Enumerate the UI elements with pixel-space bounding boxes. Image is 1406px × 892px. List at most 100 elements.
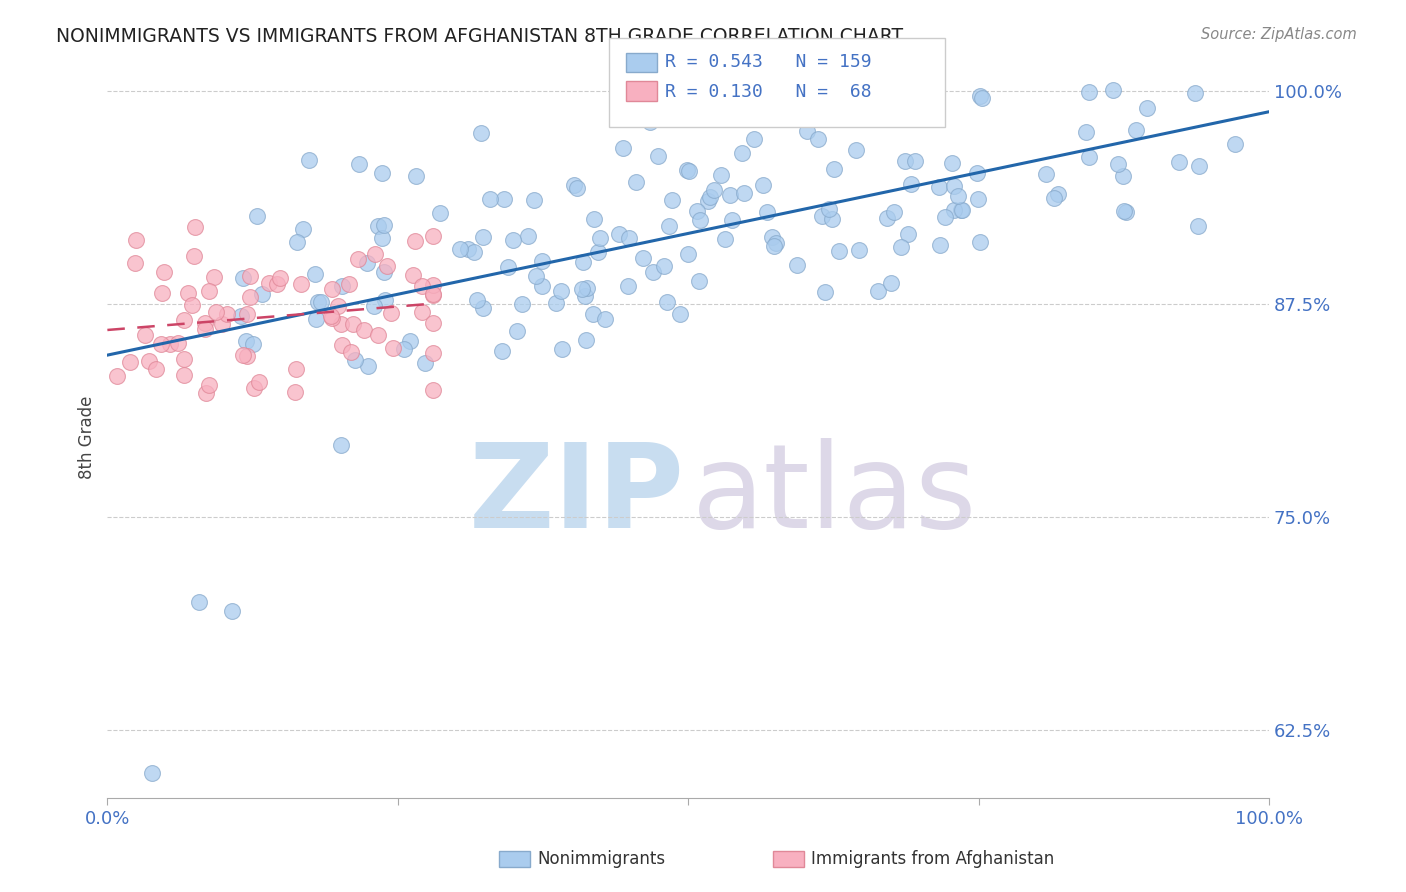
Point [330,279,353,293]
Point [232,271,254,285]
Point [330,338,353,352]
Point [1078,150,1101,164]
Point [457,242,479,256]
Point [941,155,963,169]
Point [718,188,741,202]
Point [546,296,568,310]
Point [239,290,262,304]
Text: Immigrants from Afghanistan: Immigrants from Afghanistan [811,850,1054,868]
Point [402,268,425,283]
Point [576,281,599,295]
Point [232,348,254,362]
Point [471,230,494,244]
Point [173,368,195,382]
Point [811,209,834,223]
Point [1188,159,1211,173]
Point [565,181,588,195]
Point [564,178,586,193]
Point [330,318,353,332]
Point [221,604,243,618]
Point [890,240,912,254]
Point [786,258,808,272]
Point [211,317,233,331]
Point [392,342,415,356]
Point [814,285,837,300]
Point [866,284,889,298]
Point [159,337,181,351]
Point [586,245,609,260]
Point [145,361,167,376]
Point [247,375,270,389]
Point [198,378,221,392]
Y-axis label: 8th Grade: 8th Grade [79,396,96,480]
Point [364,247,387,261]
Point [149,336,172,351]
Point [828,244,851,259]
Point [321,282,343,296]
Point [531,279,554,293]
Point [105,368,128,383]
Point [311,295,333,310]
Point [551,342,574,356]
Point [967,192,990,206]
Point [972,91,994,105]
Point [502,233,524,247]
Point [880,276,903,290]
Point [761,230,783,244]
Point [429,205,451,219]
Point [752,178,775,192]
Point [731,145,754,160]
Point [367,327,389,342]
Point [375,259,398,273]
Point [589,231,612,245]
Point [550,284,572,298]
Point [330,438,353,452]
Point [524,268,547,283]
Point [235,349,257,363]
Point [367,219,389,233]
Point [969,88,991,103]
Point [242,381,264,395]
Point [1035,167,1057,181]
Point [1167,155,1189,169]
Text: atlas: atlas [692,438,977,553]
Point [689,212,711,227]
Point [942,178,965,193]
Point [382,342,405,356]
Point [697,194,720,208]
Point [1046,187,1069,202]
Point [703,183,725,197]
Point [624,175,647,189]
Point [1043,191,1066,205]
Point [236,307,259,321]
Point [337,277,360,292]
Point [291,222,314,236]
Point [1076,125,1098,139]
Point [658,219,681,234]
Point [356,256,378,270]
Point [307,295,329,310]
Point [215,307,238,321]
Point [374,293,396,307]
Point [125,233,148,247]
Point [1112,169,1135,183]
Point [472,301,495,315]
Point [1102,83,1125,97]
Point [1115,204,1137,219]
Text: ZIP: ZIP [468,438,685,553]
Point [380,306,402,320]
Point [198,284,221,298]
Point [733,186,755,201]
Point [652,259,675,273]
Point [583,212,606,227]
Point [422,346,444,360]
Point [675,162,697,177]
Point [235,334,257,348]
Point [353,323,375,337]
Point [1107,156,1129,170]
Point [641,265,664,279]
Point [363,299,385,313]
Point [370,230,392,244]
Point [894,153,917,168]
Point [823,162,845,177]
